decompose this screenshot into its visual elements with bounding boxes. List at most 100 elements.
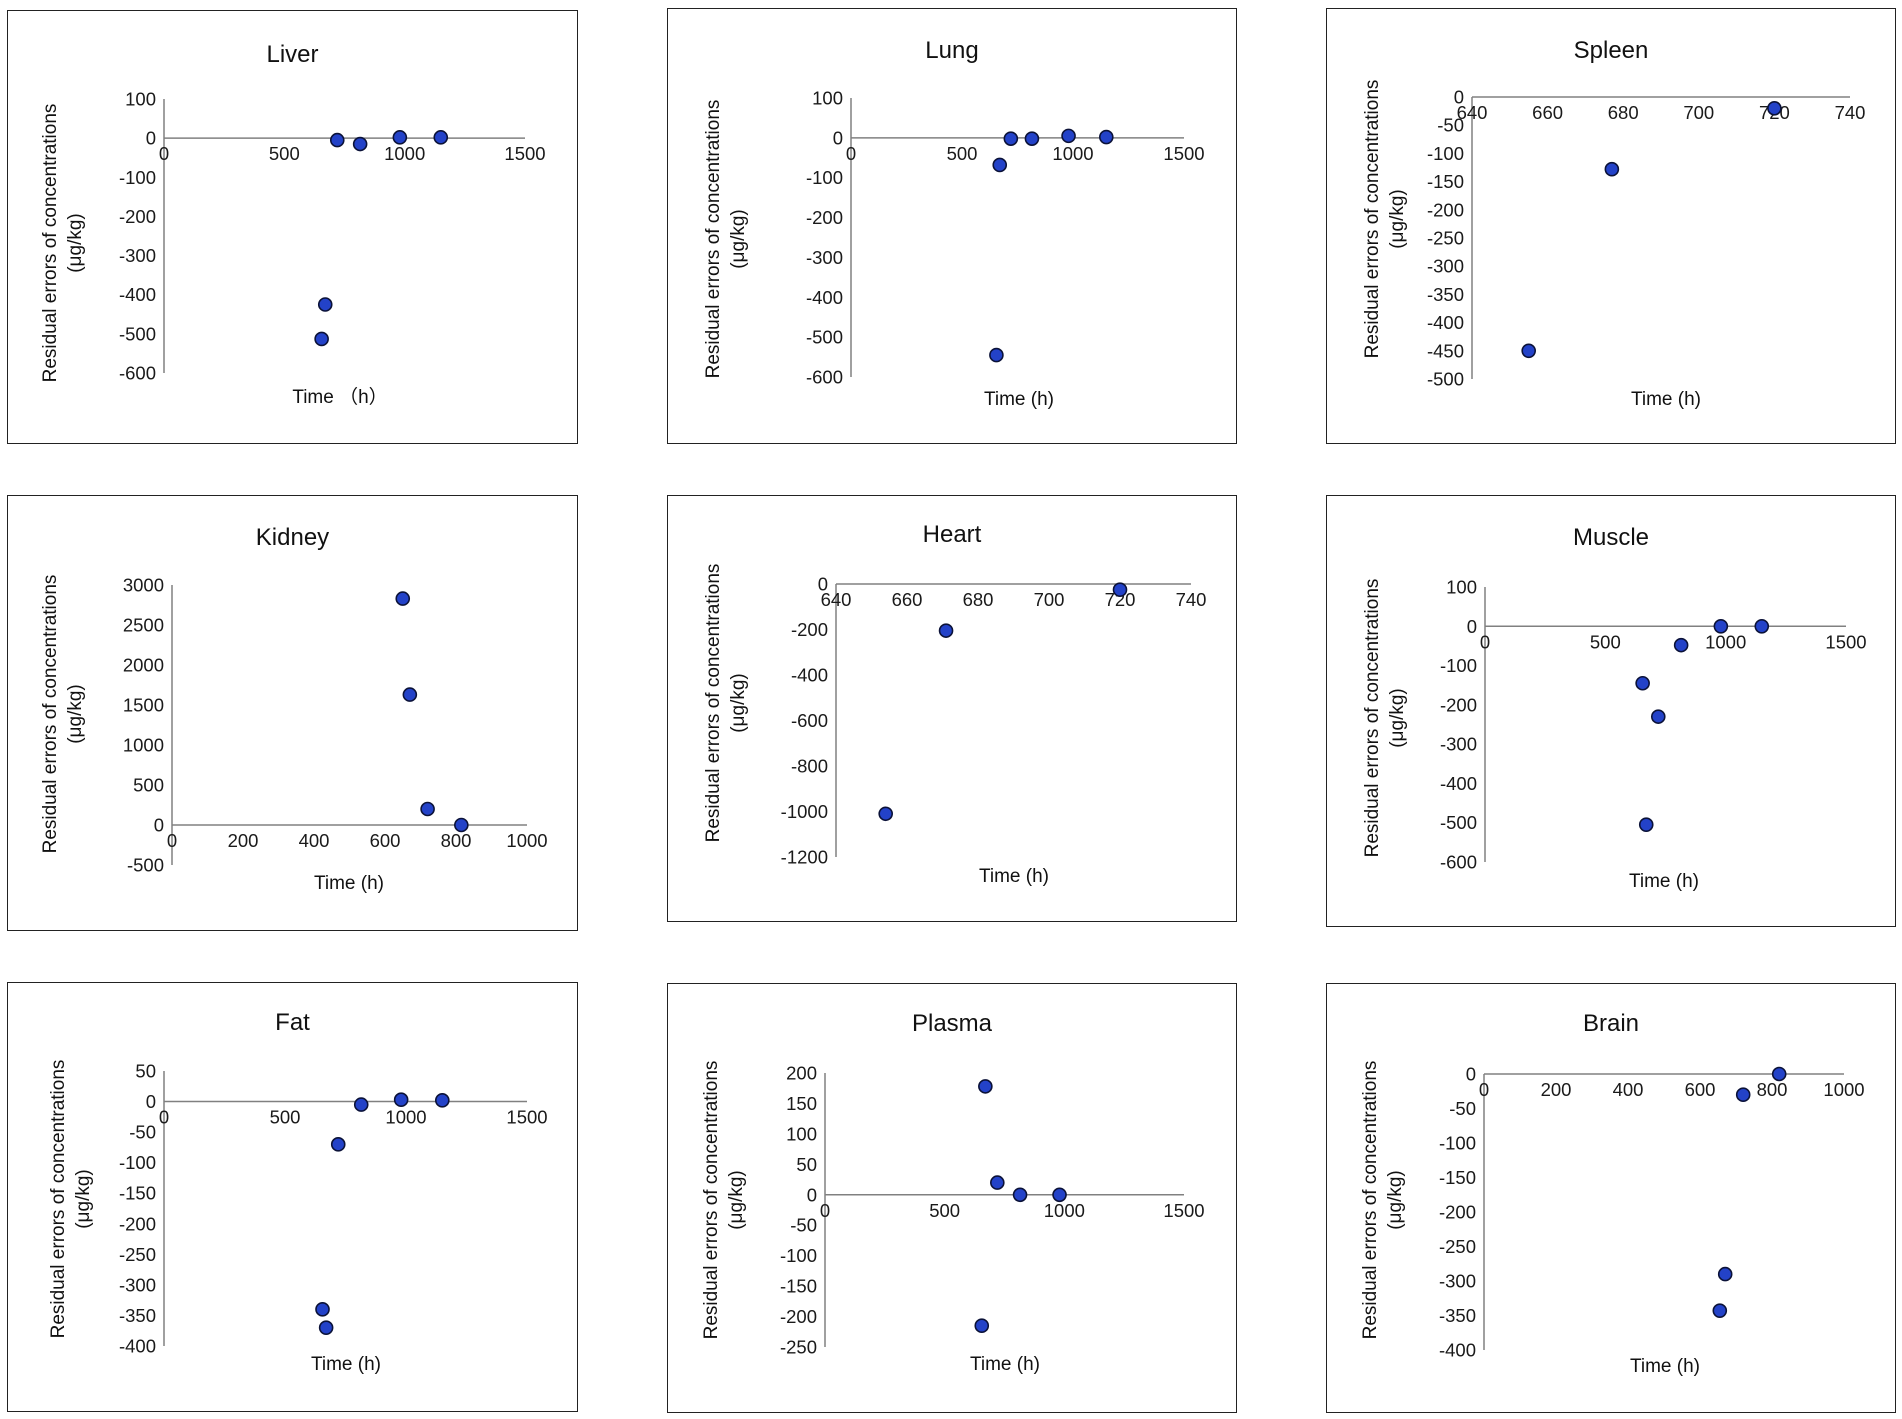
x-tick-label: 600 [370,830,401,851]
y-tick-label: -500 [806,327,843,348]
y-tick-label: 50 [135,1061,156,1082]
y-tick-label: 2000 [123,655,164,676]
data-point [1771,1066,1787,1082]
data-point [454,817,469,833]
x-tick-label: 1000 [1052,143,1093,164]
y-tick-label: -400 [1440,773,1477,794]
y-tick-label: -150 [780,1276,817,1297]
y-tick-label: -500 [1440,812,1477,833]
data-point [433,130,449,145]
x-tick-label: 680 [1608,102,1639,123]
chart-title: Plasma [911,1010,993,1037]
x-tick-label: 1000 [1044,1200,1085,1221]
x-tick-label: 500 [270,1107,301,1128]
y-tick-label: 0 [833,127,843,148]
y-tick-label: -400 [806,287,843,308]
data-point [315,1302,330,1317]
x-tick-label: 200 [1541,1079,1572,1100]
y-tick-label: -100 [780,1245,817,1266]
x-tick-label: 740 [1835,102,1866,123]
y-tick-label: -400 [119,284,156,305]
x-tick-label: 1000 [385,1107,426,1128]
chart-panel-liver: 100 0 -100 -200 -300 -400 -500 -600 0 500 1000 1500… [7,10,578,444]
x-tick-label: 800 [441,830,472,851]
y-tick-label: -100 [1440,655,1477,676]
x-tick-label: 0 [1480,631,1490,652]
chart-panel-lung: 100 0 -100 -200 -300 -400 -500 -600 0 500 1000 1500… [667,8,1237,444]
y-tick-label: -150 [119,1183,156,1204]
data-point [1754,618,1770,634]
y-tick-label: -400 [791,665,828,686]
chart-title: Heart [922,521,982,548]
x-tick-label: 1500 [504,143,545,164]
data-point [1012,1187,1028,1203]
data-point [990,1175,1005,1190]
data-point [353,1097,369,1112]
y-tick-label: -150 [1439,1167,1476,1188]
y-tick-label: 150 [786,1093,817,1114]
x-tick-label: 1000 [1705,631,1746,652]
chart-title: Spleen [1573,37,1649,64]
chart-panel-kidney: 3000 2500 2000 1500 1000 500 0 -500 0 200 400 600 80… [7,495,578,931]
data-point [395,591,411,606]
data-point [1673,637,1689,653]
y-tick-label: 0 [146,128,156,149]
y-tick-label: 0 [154,815,164,836]
y-tick-label: -50 [1437,115,1464,136]
y-tick-label: -1000 [781,801,828,822]
chart-title: Fat [275,1009,310,1036]
data-point [1735,1087,1751,1102]
y-tick-label: -300 [1427,256,1464,277]
y-tick-label: -600 [806,367,843,388]
y-tick-label: 500 [133,775,164,796]
x-tick-label: 500 [1590,631,1621,652]
x-tick-label: 800 [1757,1079,1788,1100]
chart-title: Kidney [255,524,330,551]
data-point [329,132,345,148]
y-tick-label: -400 [119,1336,156,1357]
data-point [1061,128,1076,144]
y-tick-label: -300 [806,247,843,268]
x-tick-label: 660 [892,589,923,610]
y-tick-label: -350 [1427,284,1464,305]
x-tick-label: 1000 [1823,1079,1864,1100]
x-tick-label: 400 [299,830,330,851]
data-point [1767,100,1782,116]
data-point [1003,131,1019,146]
plot-area: 0 -50 -100 -150 -200 -250 -300 -350 -400 -450 -500… [1427,87,1866,390]
data-point [1713,618,1729,634]
y-tick-label: 100 [786,1123,817,1144]
y-tick-label: -50 [1449,1098,1476,1119]
y-tick-label: 200 [786,1063,817,1084]
data-point [1052,1187,1067,1203]
chart-panel-muscle: 100 0 -100 -200 -300 -400 -500 -600 0 500 1000 1500… [1326,495,1896,927]
y-tick-label: -200 [1427,199,1464,220]
x-axis-label: Time (h) [313,873,385,894]
x-tick-label: 0 [820,1200,830,1221]
x-tick-label: 700 [1034,589,1065,610]
x-tick-label: 1500 [1163,1200,1204,1221]
x-tick-label: 500 [269,143,300,164]
y-tick-label: 2500 [123,615,164,636]
y-tick-label: -50 [790,1215,817,1236]
x-tick-label: 200 [228,830,259,851]
y-tick-label: -50 [129,1122,156,1143]
data-point [1024,131,1040,146]
y-tick-label: -400 [1439,1340,1476,1361]
x-tick-label: 0 [159,143,169,164]
y-tick-label: -800 [791,756,828,777]
y-tick-label: -200 [780,1306,817,1327]
y-tick-label: 0 [818,574,828,595]
y-tick-label: -250 [780,1337,817,1358]
y-tick-label: -350 [119,1305,156,1326]
chart-panel-spleen: 0 -50 -100 -150 -200 -250 -300 -350 -400 -450 -500… [1326,8,1896,444]
y-tick-label: -100 [119,1152,156,1173]
x-tick-label: 0 [1479,1079,1489,1100]
y-tick-label: -600 [1440,852,1477,873]
x-tick-label: 1500 [1163,143,1204,164]
x-tick-label: 1500 [1825,631,1866,652]
x-tick-label: 400 [1613,1079,1644,1100]
data-point [434,1093,450,1108]
